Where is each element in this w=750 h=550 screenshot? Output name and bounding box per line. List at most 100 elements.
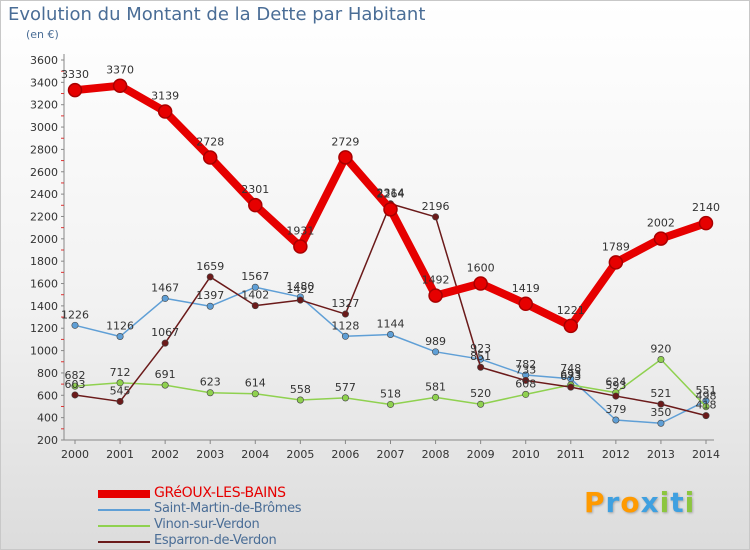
y-tick-label: 3400 (30, 76, 58, 89)
x-tick-label: 2011 (557, 448, 585, 461)
y-tick-label: 2000 (30, 233, 58, 246)
x-tick-label: 2012 (602, 448, 630, 461)
data-label-vinon-sur-verdon: 614 (245, 377, 266, 390)
x-tick-label: 2000 (61, 448, 89, 461)
x-tick-label: 2004 (241, 448, 269, 461)
legend-label: Esparron-de-Verdon (154, 533, 277, 548)
y-tick-label: 3200 (30, 99, 58, 112)
data-point-esparron-de-verdon (251, 302, 259, 310)
data-point-esparron-de-verdon (612, 392, 620, 400)
y-tick-label: 3600 (30, 54, 58, 67)
y-tick-label: 400 (37, 412, 58, 425)
logo-letter: t (670, 486, 685, 519)
data-point-saint-martin-de-bro-mes (612, 416, 620, 424)
x-tick-label: 2009 (467, 448, 495, 461)
data-label-esparron-de-verdon: 851 (470, 350, 491, 363)
y-tick-label: 2400 (30, 188, 58, 201)
data-label-esparron-de-verdon: 418 (696, 399, 717, 412)
data-label-gre-oux-les-bains: 1789 (602, 240, 630, 253)
data-point-saint-martin-de-bro-mes (341, 332, 349, 340)
x-tick-label: 2008 (422, 448, 450, 461)
data-label-esparron-de-verdon: 2196 (422, 200, 450, 213)
proxiti-logo: Proxiti (584, 486, 695, 519)
data-point-saint-martin-de-bro-mes (206, 302, 214, 310)
x-tick-label: 2006 (331, 448, 359, 461)
data-point-esparron-de-verdon (296, 296, 304, 304)
legend-swatch (98, 525, 150, 527)
data-point-vinon-sur-verdon (116, 379, 124, 387)
data-point-saint-martin-de-bro-mes (432, 348, 440, 356)
logo-letter: o (620, 486, 641, 519)
data-label-vinon-sur-verdon: 558 (290, 383, 311, 396)
data-label-gre-oux-les-bains: 2301 (241, 183, 269, 196)
data-label-esparron-de-verdon: 1402 (241, 289, 269, 302)
data-label-gre-oux-les-bains: 2264 (377, 187, 405, 200)
x-tick-label: 2013 (647, 448, 675, 461)
data-label-gre-oux-les-bains: 3139 (151, 90, 179, 103)
data-label-gre-oux-les-bains: 2728 (196, 135, 224, 148)
data-label-vinon-sur-verdon: 608 (515, 377, 536, 390)
data-point-esparron-de-verdon (206, 273, 214, 281)
data-point-esparron-de-verdon (432, 213, 440, 221)
data-point-vinon-sur-verdon (522, 390, 530, 398)
data-point-saint-martin-de-bro-mes (251, 283, 259, 291)
data-point-esparron-de-verdon (522, 376, 530, 384)
data-label-saint-martin-de-bro-mes: 923 (470, 342, 491, 355)
data-point-gre-oux-les-bains (428, 288, 443, 303)
data-label-saint-martin-de-bro-mes: 1128 (331, 319, 359, 332)
data-point-gre-oux-les-bains (293, 239, 308, 254)
data-label-gre-oux-les-bains: 1600 (467, 262, 495, 275)
y-tick-label: 2200 (30, 210, 58, 223)
y-tick-label: 1800 (30, 255, 58, 268)
data-point-gre-oux-les-bains (67, 82, 83, 98)
data-label-vinon-sur-verdon: 518 (380, 387, 401, 400)
data-point-vinon-sur-verdon (341, 394, 349, 402)
data-label-saint-martin-de-bro-mes: 989 (425, 335, 446, 348)
data-label-vinon-sur-verdon: 691 (155, 368, 176, 381)
data-point-vinon-sur-verdon (477, 400, 485, 408)
data-label-vinon-sur-verdon: 577 (335, 381, 356, 394)
data-point-saint-martin-de-bro-mes (657, 419, 665, 427)
data-label-esparron-de-verdon: 545 (110, 384, 131, 397)
x-tick-label: 2003 (196, 448, 224, 461)
data-point-vinon-sur-verdon (296, 396, 304, 404)
data-label-esparron-de-verdon: 733 (515, 363, 536, 376)
data-label-saint-martin-de-bro-mes: 350 (650, 406, 671, 419)
data-point-gre-oux-les-bains (563, 318, 579, 334)
data-point-vinon-sur-verdon (432, 393, 440, 401)
data-label-saint-martin-de-bro-mes: 1144 (377, 317, 405, 330)
data-label-gre-oux-les-bains: 3330 (61, 68, 89, 81)
x-tick-label: 2007 (377, 448, 405, 461)
data-label-saint-martin-de-bro-mes: 748 (560, 362, 581, 375)
data-label-esparron-de-verdon: 603 (65, 378, 86, 391)
data-label-gre-oux-les-bains: 1419 (512, 282, 540, 295)
y-tick-label: 2600 (30, 166, 58, 179)
data-label-saint-martin-de-bro-mes: 379 (605, 403, 626, 416)
chart-subtitle: (en €) (26, 28, 59, 41)
data-label-saint-martin-de-bro-mes: 1226 (61, 308, 89, 321)
data-point-gre-oux-les-bains (653, 231, 669, 246)
data-point-gre-oux-les-bains (338, 150, 353, 165)
chart-title: Evolution du Montant de la Dette par Hab… (8, 4, 426, 25)
data-point-gre-oux-les-bains (518, 296, 533, 312)
y-tick-label: 1600 (30, 278, 58, 291)
x-tick-label: 2001 (106, 448, 134, 461)
data-point-esparron-de-verdon (341, 310, 349, 318)
data-label-vinon-sur-verdon: 623 (200, 376, 221, 389)
data-point-vinon-sur-verdon (206, 389, 214, 397)
data-label-esparron-de-verdon: 1452 (286, 283, 314, 296)
data-label-gre-oux-les-bains: 2140 (692, 201, 720, 214)
data-label-gre-oux-les-bains: 1931 (286, 225, 314, 238)
logo-letter: P (584, 486, 606, 519)
data-point-gre-oux-les-bains (112, 78, 128, 93)
data-label-gre-oux-les-bains: 2729 (331, 135, 359, 148)
data-label-esparron-de-verdon: 673 (560, 370, 581, 383)
data-label-vinon-sur-verdon: 682 (65, 369, 86, 382)
logo-letter: i (684, 486, 696, 519)
x-tick-label: 2014 (692, 448, 720, 461)
data-label-esparron-de-verdon: 2314 (377, 187, 405, 200)
data-point-esparron-de-verdon (161, 339, 169, 347)
data-point-saint-martin-de-bro-mes (71, 321, 79, 329)
data-point-saint-martin-de-bro-mes (386, 330, 394, 338)
